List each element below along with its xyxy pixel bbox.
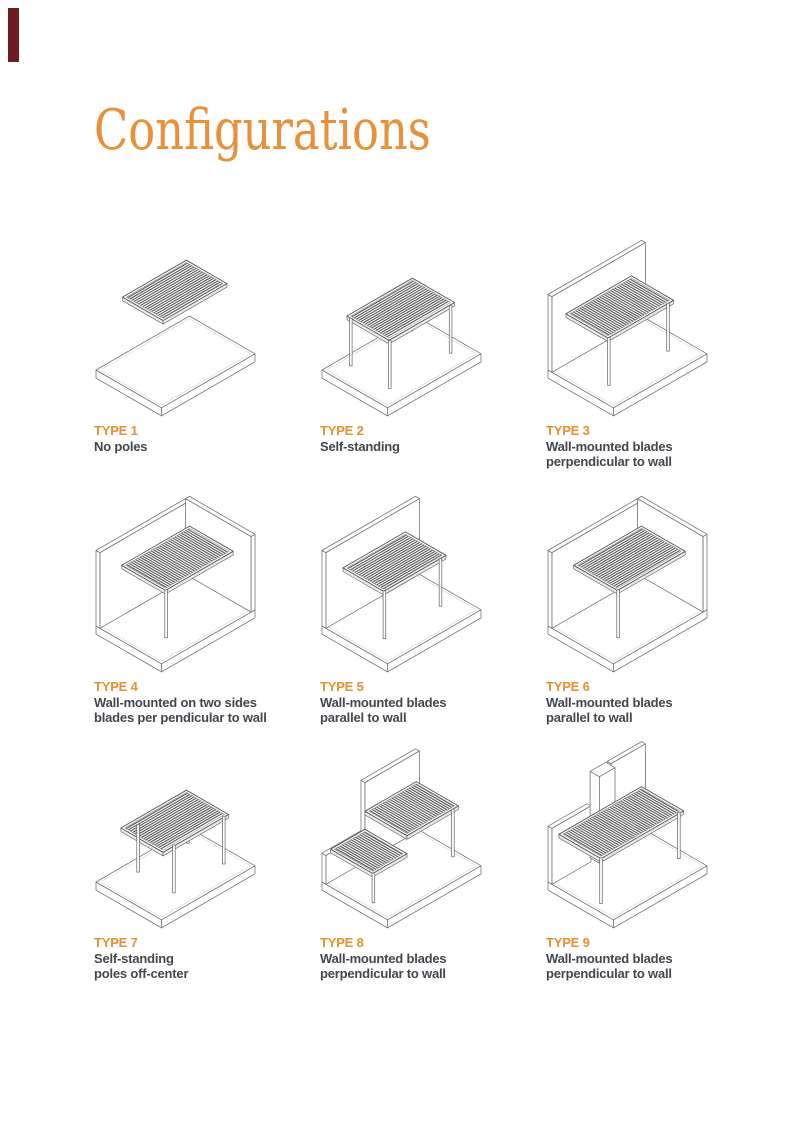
page-title: Configurations xyxy=(94,98,431,163)
type-description: Wall-mounted on two sides blades per pen… xyxy=(94,695,320,725)
type-description-line: blades per pendicular to wall xyxy=(94,710,267,725)
isometric-figure-self-standing xyxy=(321,277,482,417)
type-description: Wall-mounted blades parallel to wall xyxy=(320,695,546,725)
type-label: TYPE 3 xyxy=(546,423,590,438)
type-description-line: poles off-center xyxy=(94,966,189,981)
type-description-line: Wall-mounted blades xyxy=(546,951,673,966)
type-description-line: perpendicular to wall xyxy=(546,966,672,981)
type-description: Wall-mounted blades perpendicular to wal… xyxy=(546,951,772,981)
isometric-figure-two-walls-parallel xyxy=(547,495,708,673)
type-description-line: Wall-mounted blades xyxy=(320,951,447,966)
type-label: TYPE 5 xyxy=(320,679,364,694)
type-description-line: parallel to wall xyxy=(320,710,407,725)
configuration-caption: TYPE 9 Wall-mounted blades perpendicular… xyxy=(546,935,772,981)
type-description-line: Self-standing xyxy=(320,439,400,454)
isometric-figure-no-poles xyxy=(95,259,256,417)
configuration-caption: TYPE 4 Wall-mounted on two sides blades … xyxy=(94,679,320,725)
configuration-cell-type-4: TYPE 4 Wall-mounted on two sides blades … xyxy=(94,480,320,736)
type-label: TYPE 1 xyxy=(94,423,138,438)
type-description-line: Wall-mounted blades xyxy=(546,439,673,454)
configuration-cell-type-9: TYPE 9 Wall-mounted blades perpendicular… xyxy=(546,736,772,992)
configuration-caption: TYPE 7 Self-standing poles off-center xyxy=(94,935,320,981)
type-description: Wall-mounted blades perpendicular to wal… xyxy=(546,439,772,469)
configuration-caption: TYPE 6 Wall-mounted blades parallel to w… xyxy=(546,679,772,725)
type-description-line: Wall-mounted blades xyxy=(546,695,673,710)
type-description-line: parallel to wall xyxy=(546,710,633,725)
isometric-figure-stepped-wall-perpendicular xyxy=(321,748,482,929)
type-description-line: perpendicular to wall xyxy=(320,966,446,981)
configuration-cell-type-3: TYPE 3 Wall-mounted blades perpendicular… xyxy=(546,224,772,480)
type-label: TYPE 7 xyxy=(94,935,138,950)
type-label: TYPE 8 xyxy=(320,935,364,950)
type-description: Wall-mounted blades parallel to wall xyxy=(546,695,772,725)
configuration-cell-type-7: TYPE 7 Self-standing poles off-center xyxy=(94,736,320,992)
type-label: TYPE 6 xyxy=(546,679,590,694)
configuration-cell-type-6: TYPE 6 Wall-mounted blades parallel to w… xyxy=(546,480,772,736)
type-description-line: Wall-mounted on two sides xyxy=(94,695,257,710)
configuration-caption: TYPE 1 No poles xyxy=(94,423,320,454)
page-corner-mark xyxy=(8,8,19,62)
isometric-figure-wall-perpendicular xyxy=(547,239,708,417)
type-description-line: No poles xyxy=(94,439,148,454)
configurations-grid: TYPE 1 No poles TYPE 2 Self-standing TYP… xyxy=(94,224,772,992)
type-description: No poles xyxy=(94,439,320,454)
isometric-figure-wall-parallel xyxy=(321,495,482,673)
configuration-caption: TYPE 2 Self-standing xyxy=(320,423,546,454)
type-description: Self-standing xyxy=(320,439,546,454)
isometric-figure-self-standing-offcenter xyxy=(95,789,256,929)
type-description: Wall-mounted blades perpendicular to wal… xyxy=(320,951,546,981)
type-description-line: Self-standing xyxy=(94,951,174,966)
type-description-line: perpendicular to wall xyxy=(546,454,672,469)
configuration-caption: TYPE 8 Wall-mounted blades perpendicular… xyxy=(320,935,546,981)
type-description: Self-standing poles off-center xyxy=(94,951,320,981)
configuration-caption: TYPE 3 Wall-mounted blades perpendicular… xyxy=(546,423,772,469)
configuration-cell-type-1: TYPE 1 No poles xyxy=(94,224,320,480)
type-label: TYPE 2 xyxy=(320,423,364,438)
type-label: TYPE 4 xyxy=(94,679,138,694)
configuration-cell-type-8: TYPE 8 Wall-mounted blades perpendicular… xyxy=(320,736,546,992)
configuration-cell-type-5: TYPE 5 Wall-mounted blades parallel to w… xyxy=(320,480,546,736)
configuration-cell-type-2: TYPE 2 Self-standing xyxy=(320,224,546,480)
isometric-figure-two-walls-perpendicular xyxy=(95,495,256,673)
isometric-figure-wall-column-perpendicular xyxy=(547,741,708,929)
type-description-line: Wall-mounted blades xyxy=(320,695,447,710)
type-label: TYPE 9 xyxy=(546,935,590,950)
configuration-caption: TYPE 5 Wall-mounted blades parallel to w… xyxy=(320,679,546,725)
